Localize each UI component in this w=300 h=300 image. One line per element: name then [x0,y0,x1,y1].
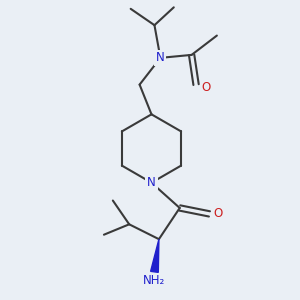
Polygon shape [151,239,159,272]
Text: O: O [214,207,223,220]
Text: N: N [156,51,165,64]
Text: N: N [147,176,156,189]
Text: NH₂: NH₂ [143,274,166,287]
Text: O: O [202,81,211,94]
